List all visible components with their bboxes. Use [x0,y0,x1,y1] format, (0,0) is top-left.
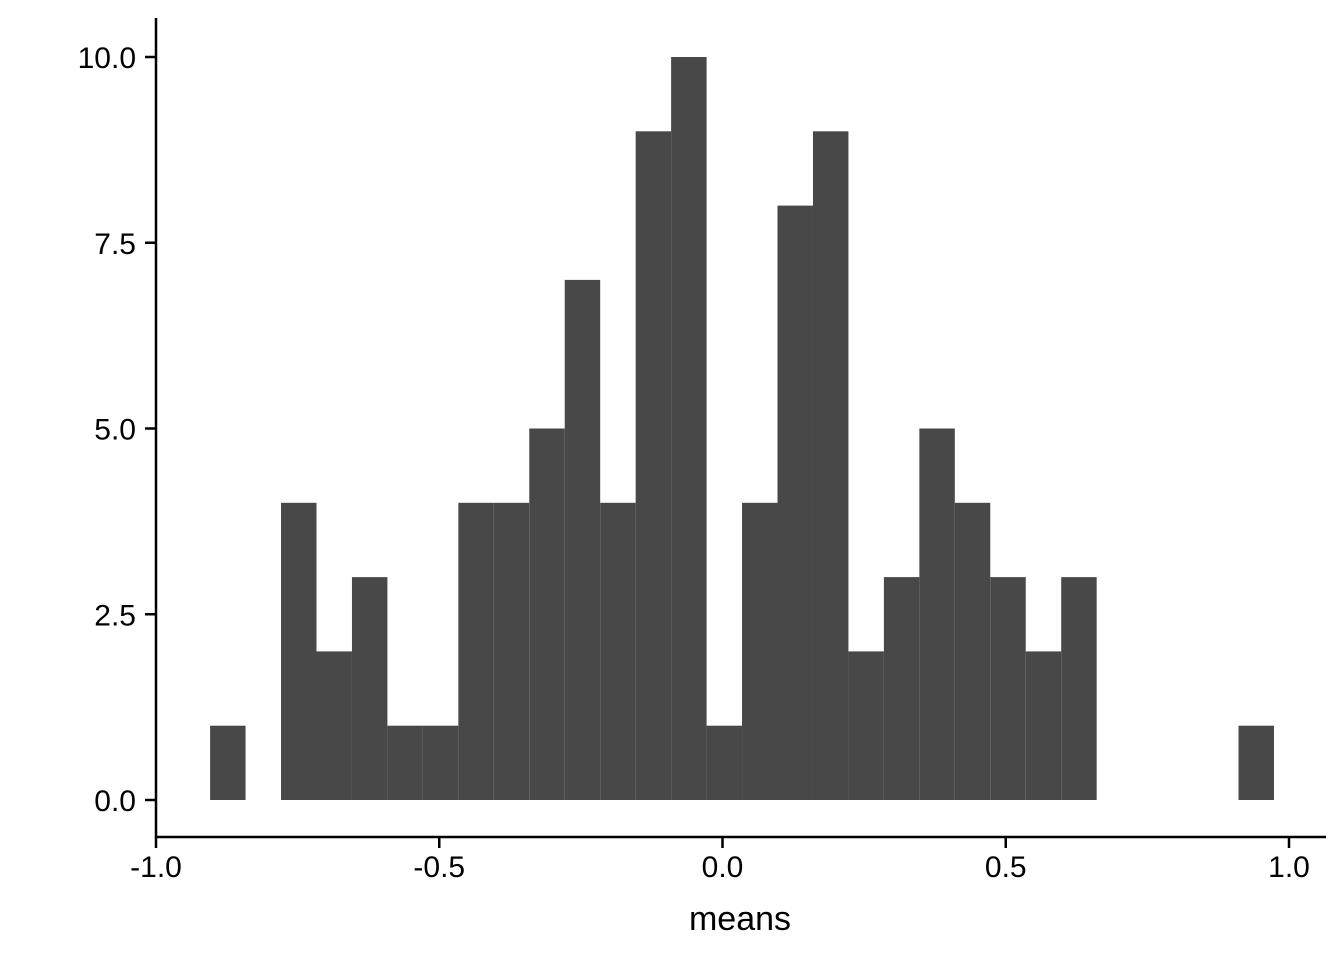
x-tick-label: -0.5 [413,851,465,884]
y-ticks-layer: 0.0 2.5 5.0 7.5 10.0 [78,42,156,818]
histogram-bar [564,279,601,800]
histogram-bar [1238,725,1274,800]
histogram-bar [422,725,459,800]
y-tick-label: 0.0 [94,785,136,818]
bars-layer [210,57,1274,801]
histogram-bar [600,502,636,800]
histogram-bar [458,502,494,800]
histogram-bar [706,725,743,800]
histogram-bar [883,577,920,800]
histogram-bar [1025,651,1062,800]
x-tick-label: 1.0 [1268,851,1310,884]
histogram-bar [387,725,423,800]
histogram-bar [351,577,388,800]
histogram-bar [281,502,317,800]
x-tick-label: 0.0 [702,851,744,884]
histogram-bar [777,205,813,801]
histogram-bar [316,651,352,800]
x-axis-title: means [689,900,791,938]
x-tick-label: 0.5 [985,851,1027,884]
histogram-bar [671,57,707,800]
histogram-bar [954,502,991,800]
histogram-bar [848,651,884,800]
histogram-bar [742,502,778,800]
y-tick-label: 10.0 [78,42,136,75]
y-tick-label: 5.0 [94,414,136,447]
histogram-bar [919,428,955,800]
histogram-bar [990,577,1026,800]
y-tick-label: 2.5 [94,599,136,632]
histogram-bar [1061,577,1097,800]
y-tick-label: 7.5 [94,228,136,261]
x-ticks-layer: -1.0 -0.5 0.0 0.5 1.0 [130,837,1310,884]
histogram-bar [529,428,565,800]
histogram-bar [812,131,849,801]
histogram-bar [493,502,530,800]
histogram-bar [635,131,672,801]
histogram-bar [210,725,246,800]
x-tick-label: -1.0 [130,851,182,884]
